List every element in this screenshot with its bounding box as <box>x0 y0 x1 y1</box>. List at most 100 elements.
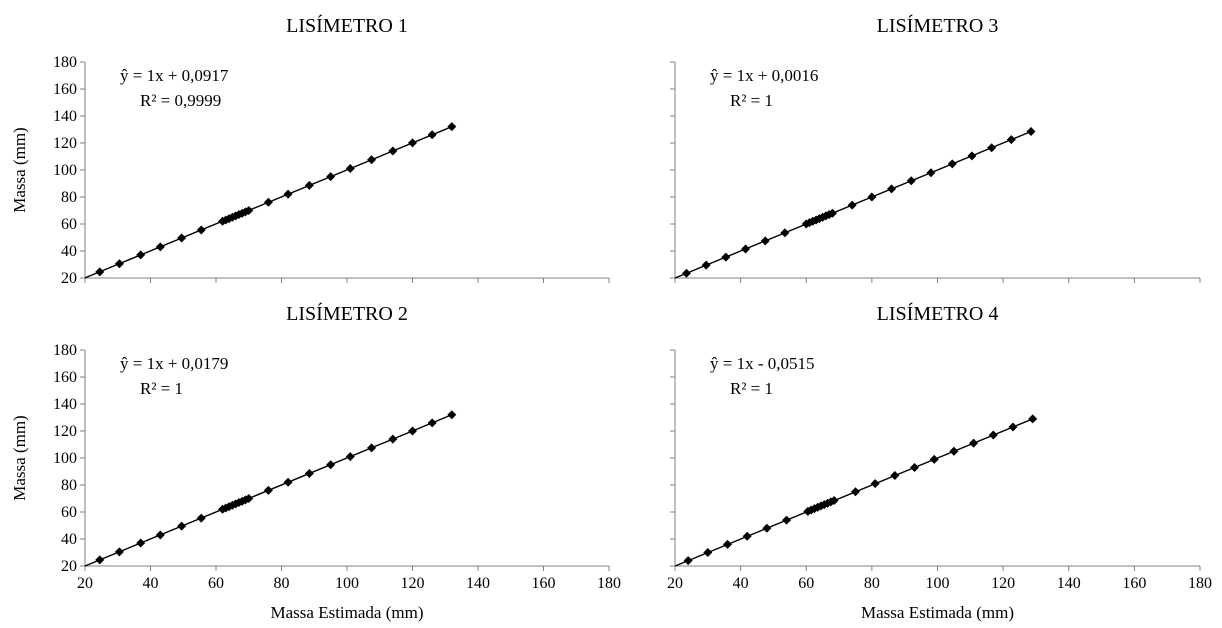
data-point <box>949 446 959 456</box>
y-tick-label: 20 <box>61 270 77 287</box>
y-tick-label: 100 <box>53 450 77 467</box>
regression-equation: ŷ = 1x + 0,0016 <box>710 66 818 85</box>
data-point <box>326 172 336 182</box>
y-tick-label: 40 <box>61 531 77 548</box>
y-tick-label: 140 <box>53 108 77 125</box>
data-point <box>114 259 124 269</box>
data-point <box>345 164 355 174</box>
data-point <box>723 539 732 549</box>
data-point <box>762 523 772 533</box>
r-squared-label: R² = 1 <box>730 91 773 110</box>
x-tick-label: 100 <box>335 575 359 592</box>
y-tick-label: 180 <box>53 54 77 71</box>
x-tick-label: 160 <box>532 575 556 592</box>
y-tick-label: 120 <box>53 135 77 152</box>
data-point <box>828 208 837 218</box>
x-tick-label: 60 <box>798 575 814 592</box>
y-tick-label: 120 <box>53 423 77 440</box>
data-point <box>408 426 417 436</box>
chart-title: LISÍMETRO 3 <box>877 14 999 37</box>
data-point <box>196 513 206 523</box>
data-point <box>447 122 457 132</box>
x-tick-label: 120 <box>401 575 425 592</box>
regression-equation: ŷ = 1x + 0,0917 <box>120 66 229 85</box>
y-tick-label: 20 <box>61 558 77 575</box>
data-point <box>703 548 713 557</box>
chart-panel-4: LISÍMETRO 4 20 40 60 80 100 120 140 160 180 ŷ = 1x… <box>667 302 1212 622</box>
y-tick-label: 100 <box>53 162 77 179</box>
data-point <box>910 462 920 472</box>
x-tick-label: 120 <box>991 575 1015 592</box>
data-point <box>114 547 124 557</box>
data-point <box>326 460 336 470</box>
x-tick-label: 100 <box>926 575 950 592</box>
data-point <box>136 250 146 260</box>
data-point <box>742 531 752 541</box>
data-point <box>95 555 105 565</box>
data-point <box>929 454 939 464</box>
data-point <box>447 410 457 420</box>
data-point <box>1028 414 1038 424</box>
data-point <box>304 180 314 190</box>
data-point <box>427 130 437 140</box>
data-point <box>367 443 377 453</box>
data-point <box>906 176 916 186</box>
y-tick-label: 60 <box>61 216 77 233</box>
y-tick-label: 80 <box>61 189 77 206</box>
y-tick-label: 160 <box>53 369 77 386</box>
y-tick-label: 40 <box>61 243 77 260</box>
chart-panel-1: LISÍMETRO 1 20 40 60 80 100 120 140 160 180 ŷ = 1x… <box>10 14 610 287</box>
data-point <box>987 143 997 153</box>
data-point <box>304 469 314 479</box>
y-tick-label: 160 <box>53 81 77 98</box>
data-point <box>847 200 857 210</box>
y-tick-label: 140 <box>53 396 77 413</box>
data-point <box>283 189 293 199</box>
data-point <box>967 151 977 161</box>
x-tick-label: 160 <box>1122 575 1146 592</box>
data-point <box>244 494 254 503</box>
chart-panel-2: LISÍMETRO 3 ŷ = 1x + 0,0016 R² = 1 <box>670 14 1201 283</box>
data-point <box>95 267 105 277</box>
data-point <box>782 515 792 525</box>
data-point <box>427 418 437 428</box>
x-tick-label: 60 <box>208 575 224 592</box>
x-tick-label: 20 <box>667 575 683 592</box>
x-tick-label: 80 <box>864 575 880 592</box>
data-point <box>867 192 877 202</box>
x-tick-label: 180 <box>597 575 621 592</box>
data-point <box>155 530 165 540</box>
data-point <box>263 197 273 207</box>
data-point <box>367 155 377 165</box>
data-point <box>388 434 398 444</box>
data-point <box>681 268 691 278</box>
chart-title: LISÍMETRO 2 <box>286 302 408 325</box>
data-point <box>177 521 187 531</box>
data-point <box>988 430 998 440</box>
data-point <box>1026 127 1036 137</box>
r-squared-label: R² = 1 <box>140 379 183 398</box>
data-point <box>701 260 711 270</box>
data-point <box>177 233 187 243</box>
x-tick-label: 20 <box>77 575 93 592</box>
data-point <box>760 236 770 246</box>
y-tick-label: 80 <box>61 477 77 494</box>
x-tick-label: 80 <box>274 575 290 592</box>
data-point <box>155 242 165 252</box>
data-point <box>829 496 839 506</box>
chart-panel-3: LISÍMETRO 2 20 40 60 80 100 120 140 160 180 20 40 60… <box>10 302 621 622</box>
data-point <box>244 206 254 215</box>
x-tick-label: 180 <box>1188 575 1212 592</box>
data-point <box>263 485 273 495</box>
chart-title: LISÍMETRO 1 <box>286 14 408 37</box>
data-point <box>388 146 398 156</box>
data-point <box>408 138 417 148</box>
data-point <box>926 168 936 178</box>
r-squared-label: R² = 1 <box>730 379 773 398</box>
y-tick-label: 180 <box>53 342 77 359</box>
data-point <box>721 252 731 262</box>
chart-title: LISÍMETRO 4 <box>877 302 999 325</box>
x-tick-label: 40 <box>733 575 749 592</box>
data-point <box>947 159 957 169</box>
